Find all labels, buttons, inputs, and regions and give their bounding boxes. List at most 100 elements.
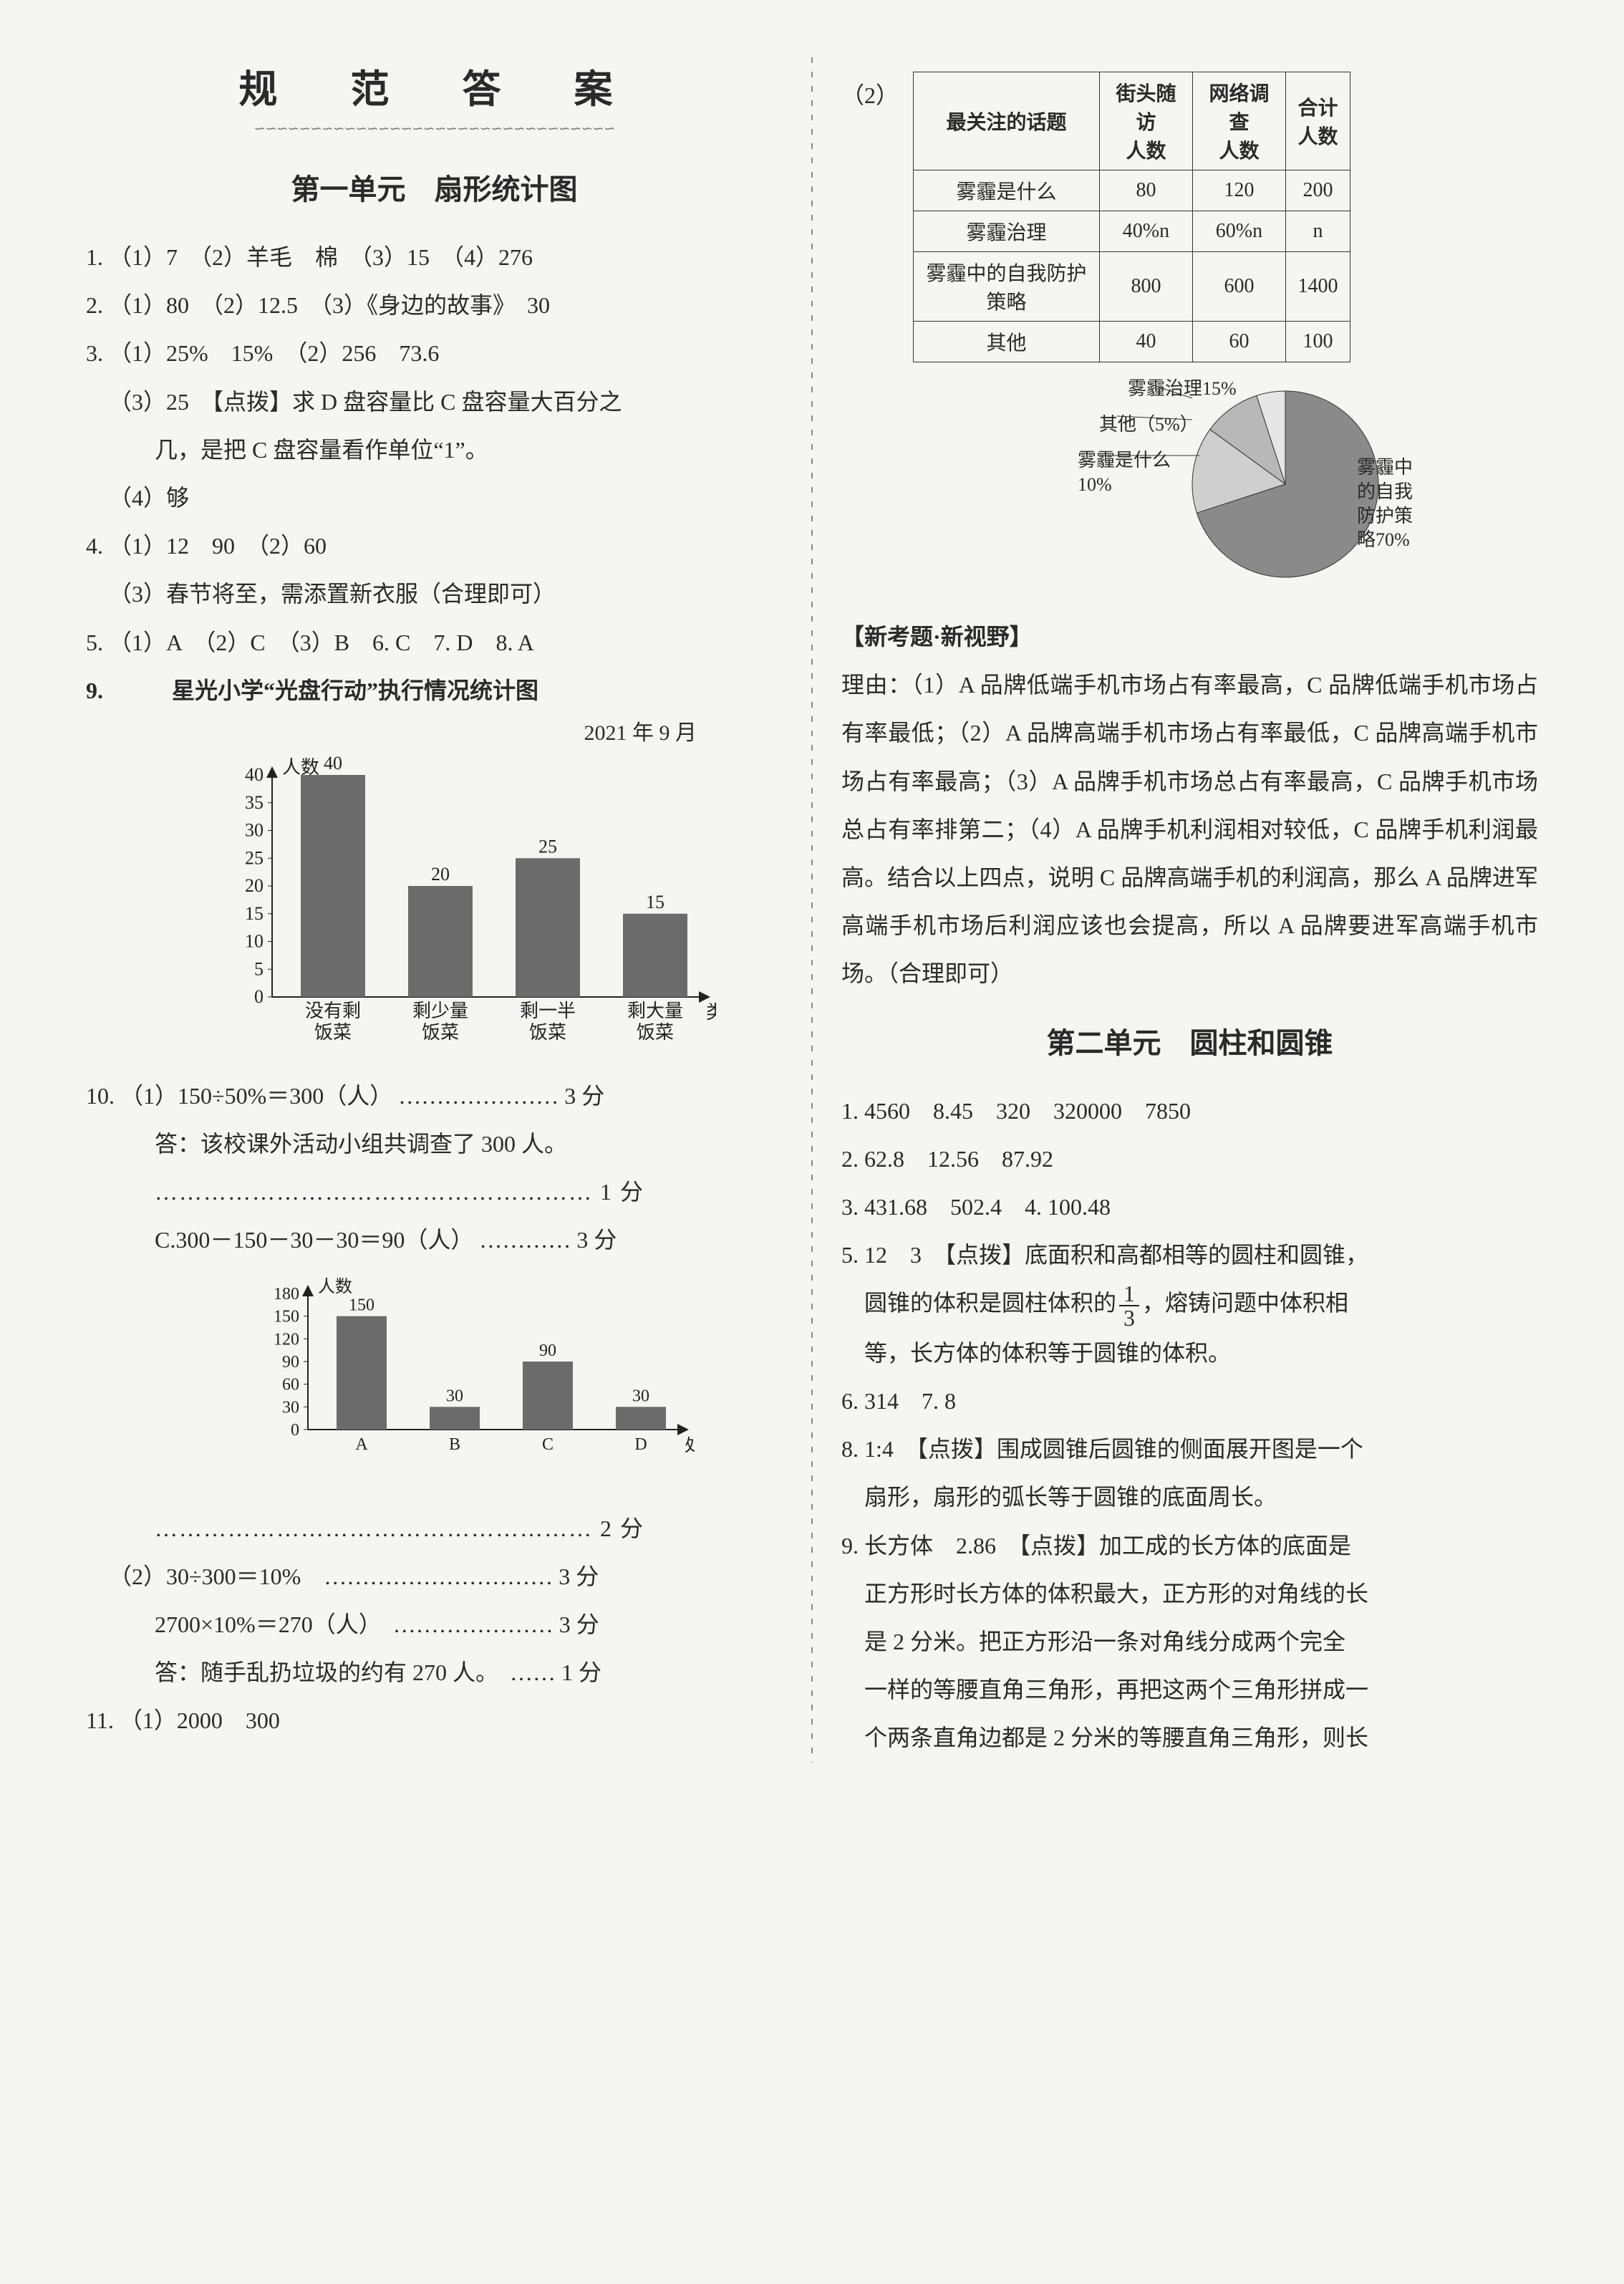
svg-text:40: 40: [245, 764, 264, 785]
table-cell: 雾霾中的自我防护策略: [913, 252, 1099, 322]
pie-label: 雾霾中的自我防护策略70%: [1357, 456, 1413, 552]
svg-text:没有剩: 没有剩: [305, 1001, 361, 1021]
svg-text:90: 90: [539, 1341, 556, 1360]
svg-text:120: 120: [274, 1330, 299, 1349]
table-row: 其他4060100: [913, 322, 1350, 362]
table-header: 最关注的话题: [913, 72, 1099, 170]
svg-text:30: 30: [632, 1387, 649, 1405]
right-column: （2） 最关注的话题街头随访人数网络调查人数合计人数雾霾是什么80120200雾…: [841, 57, 1538, 1763]
svg-text:20: 20: [245, 875, 264, 896]
svg-text:处理方式: 处理方式: [685, 1436, 695, 1455]
pie-label: 其他（5%）: [1099, 413, 1199, 437]
table-cell: 雾霾治理: [913, 211, 1099, 252]
text: 圆锥的体积是圆柱体积的: [864, 1290, 1116, 1316]
svg-text:饭菜: 饭菜: [314, 1022, 352, 1043]
svg-text:90: 90: [282, 1353, 299, 1372]
chart1-date: 2021 年 9 月: [86, 715, 783, 746]
table-cell: 100: [1285, 322, 1350, 362]
answer-line: 扇形，扇形的弧长等于圆锥的底面周长。: [841, 1473, 1538, 1521]
answer-line: 9. 长方体 2.86 【点拨】加工成的长方体的底面是: [841, 1522, 1538, 1570]
answer-line: 等，长方体的体积等于圆锥的体积。: [841, 1329, 1538, 1377]
pie-chart: 雾霾中的自我防护策略70% 雾霾治理15% 其他（5%） 雾霾是什么10%: [841, 377, 1538, 606]
svg-text:25: 25: [538, 836, 557, 857]
topic-table: 最关注的话题街头随访人数网络调查人数合计人数雾霾是什么80120200雾霾治理4…: [913, 72, 1350, 362]
answer-line: 几，是把 C 盘容量看作单位“1”。: [86, 426, 783, 474]
answer-line: 2. （1）80 （2）12.5 （3）《身边的故事》 30: [86, 281, 783, 329]
answer-line: 3. 431.68 502.4 4. 100.48: [841, 1183, 1538, 1231]
answer-line: 11. （1）2000 300: [86, 1697, 783, 1745]
svg-text:饭菜: 饭菜: [529, 1022, 566, 1043]
svg-text:A: A: [355, 1435, 368, 1454]
unit2-title: 第二单元 圆柱和圆锥: [841, 1020, 1538, 1061]
svg-text:30: 30: [446, 1387, 463, 1405]
pie-label: 雾霾是什么10%: [1078, 448, 1171, 497]
svg-text:10: 10: [245, 930, 264, 951]
svg-text:人数: 人数: [318, 1277, 352, 1296]
column-divider: [811, 57, 813, 1763]
table-cell: 40%n: [1099, 211, 1192, 252]
answer-line: C.300－150－30－30＝90（人） ………… 3 分: [86, 1216, 783, 1264]
answer-line: 8. 1:4 【点拨】围成圆锥后圆锥的侧面展开图是一个: [841, 1425, 1538, 1473]
answer-line: 10. （1）150÷50%＝300（人） ………………… 3 分: [86, 1072, 783, 1120]
section-header: 【新考题·新视野】: [841, 613, 1538, 661]
table-cell: 80: [1099, 170, 1192, 211]
table-cell: 1400: [1285, 252, 1350, 322]
answer-line: （4）够: [86, 474, 783, 522]
text: ，熔铸问题中体积相: [1142, 1290, 1348, 1316]
svg-text:0: 0: [291, 1421, 299, 1440]
answer-line: 个两条直角边都是 2 分米的等腰直角三角形，则长: [841, 1714, 1538, 1762]
svg-text:35: 35: [245, 792, 264, 813]
answer-line: 5. 12 3 【点拨】底面积和高都相等的圆柱和圆锥，: [841, 1231, 1538, 1279]
page-title: 规 范 答 案: [86, 57, 783, 114]
answer-line: 2. 62.8 12.56 87.92: [841, 1135, 1538, 1183]
answer-line: （3）25 【点拨】求 D 盘容量比 C 盘容量大百分之: [86, 378, 783, 426]
answer-line: （3）春节将至，需添置新衣服（合理即可）: [86, 570, 783, 618]
svg-text:B: B: [449, 1435, 460, 1454]
fraction: 13: [1119, 1282, 1139, 1329]
svg-text:剩大量: 剩大量: [627, 1001, 683, 1021]
table-header: 合计人数: [1285, 72, 1350, 170]
answer-line: 是 2 分米。把正方形沿一条对角线分成两个完全: [841, 1618, 1538, 1666]
answer-line: 3. （1）25% 15% （2）256 73.6: [86, 329, 783, 377]
table-row: 雾霾治理40%n60%nn: [913, 211, 1350, 252]
table-prefix: （2）: [841, 72, 877, 120]
svg-text:30: 30: [282, 1398, 299, 1417]
table-row: 雾霾是什么80120200: [913, 170, 1350, 211]
table-row: 雾霾中的自我防护策略8006001400: [913, 252, 1350, 322]
bar-chart-1: 0510152025303540人数类 型40没有剩饭菜20剩少量饭菜25剩一半…: [215, 753, 730, 1058]
table-cell: n: [1285, 211, 1350, 252]
svg-text:5: 5: [254, 958, 264, 979]
svg-text:C: C: [542, 1435, 554, 1454]
svg-text:60: 60: [282, 1375, 299, 1394]
answer-line: 答：随手乱扔垃圾的约有 270 人。 …… 1 分: [86, 1649, 783, 1697]
svg-text:D: D: [634, 1435, 647, 1454]
svg-text:人数: 人数: [282, 757, 319, 778]
svg-text:30: 30: [245, 819, 264, 840]
answer-line: ……………………………………………… 1 分: [86, 1168, 783, 1216]
answer-line: 正方形时长方体的体积最大，正方形的对角线的长: [841, 1570, 1538, 1618]
svg-text:15: 15: [646, 892, 664, 912]
answer-line: 圆锥的体积是圆柱体积的13，熔铸问题中体积相: [841, 1279, 1538, 1329]
paragraph: 理由：（1）A 品牌低端手机市场占有率最高，C 品牌低端手机市场占有率最低；（2…: [841, 661, 1538, 998]
fraction-numerator: 1: [1119, 1282, 1139, 1306]
table-cell: 600: [1192, 252, 1285, 322]
svg-text:剩少量: 剩少量: [412, 1001, 468, 1021]
answer-line: 一样的等腰直角三角形，再把这两个三角形拼成一: [841, 1666, 1538, 1714]
pie-label: 雾霾治理15%: [1128, 377, 1237, 401]
svg-text:剩一半: 剩一半: [520, 1001, 576, 1021]
svg-text:180: 180: [274, 1285, 299, 1304]
svg-text:25: 25: [245, 847, 264, 868]
answer-line: （2）30÷300＝10% ………………………… 3 分: [86, 1553, 783, 1601]
answer-line: 1. 4560 8.45 320 320000 7850: [841, 1087, 1538, 1135]
answer-line: 4. （1）12 90 （2）60: [86, 522, 783, 570]
table-cell: 200: [1285, 170, 1350, 211]
svg-text:150: 150: [274, 1307, 299, 1326]
answer-line: ……………………………………………… 2 分: [86, 1505, 783, 1553]
svg-text:饭菜: 饭菜: [422, 1022, 459, 1043]
table-header: 网络调查人数: [1192, 72, 1285, 170]
answer-line: 5. （1）A （2）C （3）B 6. C 7. D 8. A: [86, 619, 783, 667]
bar-chart-2: 0 30 60 90 120 150 180 人数处理方式 150 A 30 B 90 C 30 D: [251, 1272, 709, 1490]
svg-text:40: 40: [324, 753, 342, 774]
svg-text:150: 150: [349, 1296, 374, 1314]
table-cell: 其他: [913, 322, 1099, 362]
